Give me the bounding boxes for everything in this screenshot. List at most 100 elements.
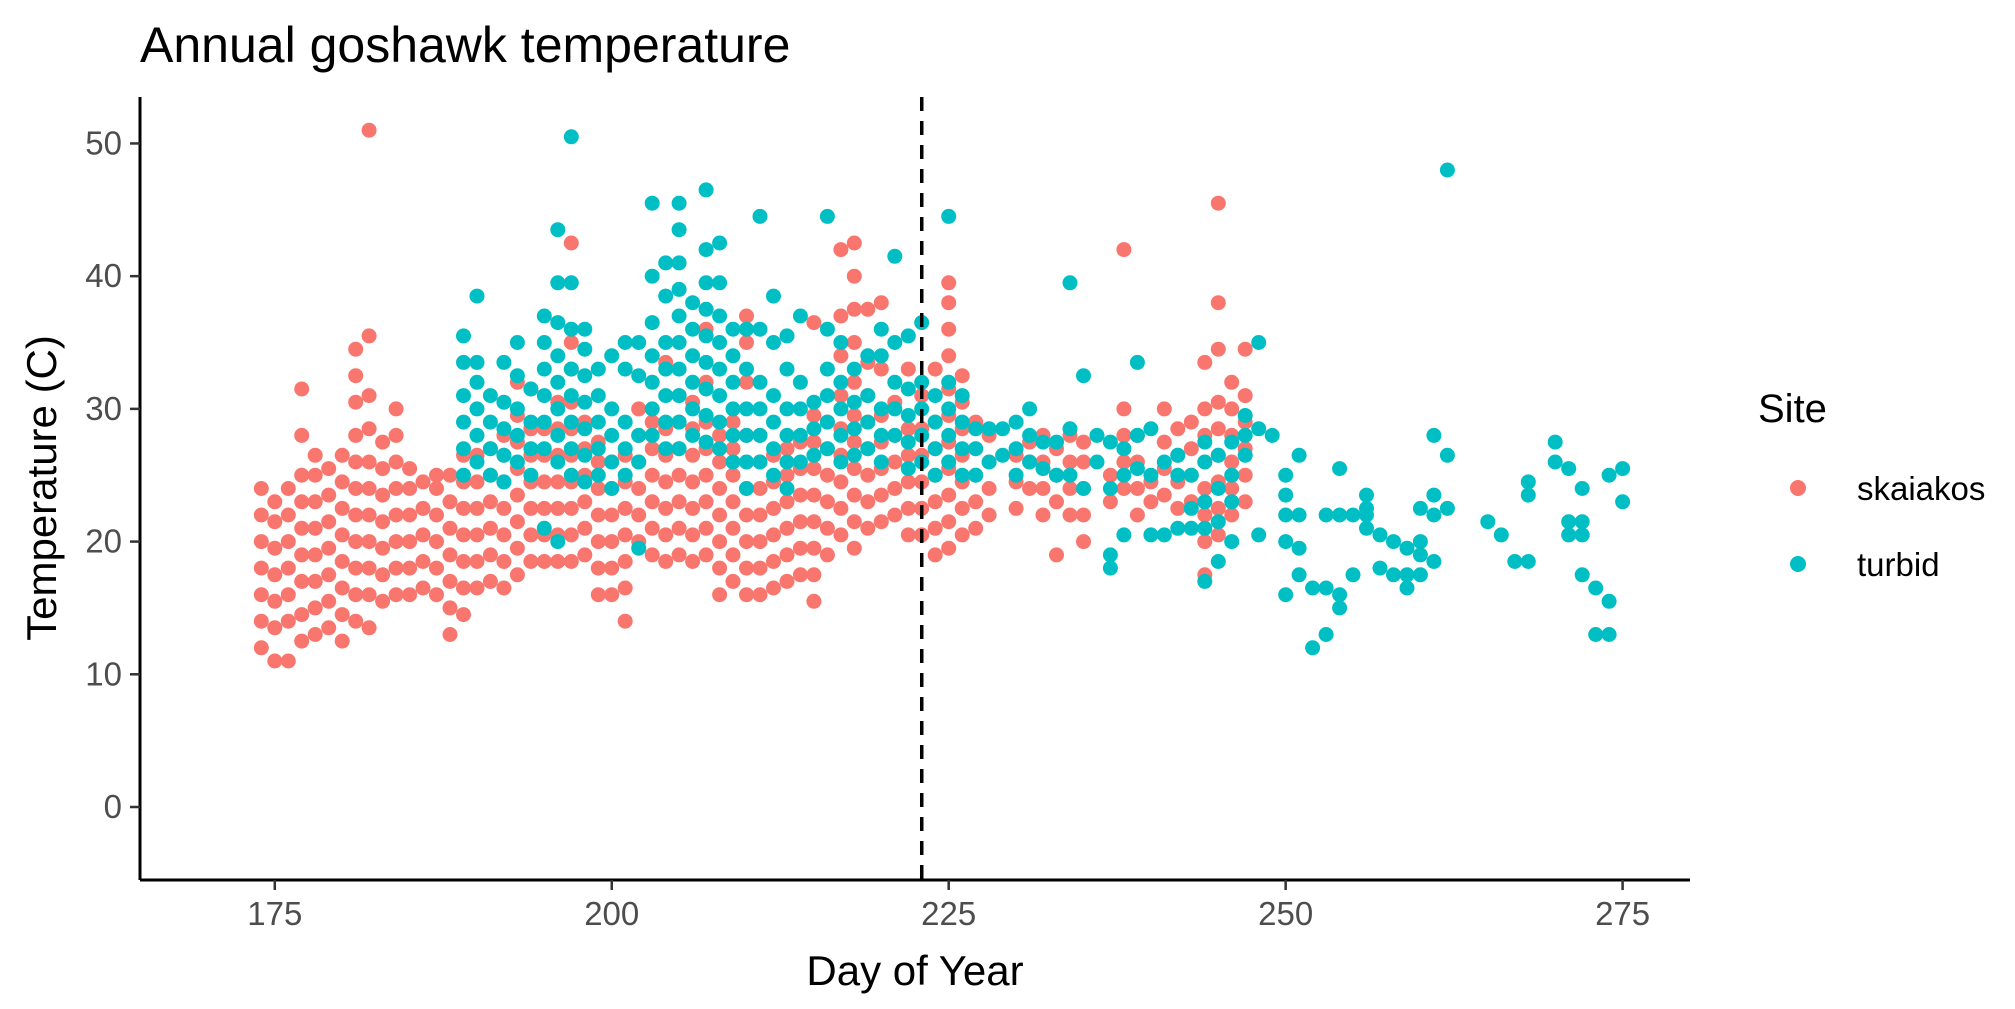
x-axis-ticks: 175 200 225 250 275: [247, 880, 1650, 932]
data-point: [361, 421, 377, 437]
data-point: [631, 427, 647, 443]
data-point: [1547, 454, 1563, 470]
data-point: [523, 500, 539, 516]
data-point: [509, 401, 525, 417]
data-point: [321, 487, 337, 503]
data-point: [671, 414, 687, 430]
data-point: [1412, 534, 1428, 550]
data-point: [1278, 487, 1294, 503]
data-point: [1062, 507, 1078, 523]
data-point: [779, 520, 795, 536]
data-point: [280, 507, 296, 523]
data-point: [415, 580, 431, 596]
data-point: [536, 554, 552, 569]
data-point: [671, 547, 687, 563]
data-point: [792, 487, 808, 503]
data-point: [712, 308, 728, 324]
data-point: [631, 335, 647, 350]
data-point: [456, 388, 471, 404]
data-point: [469, 288, 485, 304]
data-point: [725, 427, 741, 443]
data-point: [860, 467, 876, 483]
data-point: [671, 361, 687, 377]
data-point: [509, 454, 525, 470]
data-point: [752, 587, 768, 603]
data-point: [334, 500, 350, 516]
data-point: [563, 235, 579, 251]
data-point: [469, 354, 485, 370]
data-point: [900, 474, 916, 490]
data-point: [1520, 474, 1536, 490]
data-point: [698, 467, 714, 483]
data-point: [1224, 494, 1240, 510]
data-point: [1102, 481, 1118, 496]
data-point: [766, 467, 781, 483]
data-point: [307, 600, 323, 616]
data-point: [1049, 494, 1064, 510]
data-point: [698, 354, 714, 370]
data-point: [779, 481, 795, 496]
data-point: [1291, 447, 1307, 463]
data-point: [887, 507, 903, 523]
data-point: [739, 374, 754, 390]
data-point: [779, 361, 795, 377]
data-point: [1278, 587, 1294, 603]
data-point: [253, 507, 269, 523]
data-point: [968, 520, 984, 536]
data-point: [1588, 627, 1604, 642]
data-point: [819, 467, 835, 483]
data-point: [644, 315, 660, 331]
data-point: [1493, 527, 1509, 543]
data-point: [294, 427, 310, 443]
data-point: [658, 255, 674, 271]
data-point: [792, 374, 808, 390]
data-point: [1264, 427, 1280, 443]
data-point: [1574, 514, 1590, 530]
data-point: [954, 441, 970, 457]
data-point: [375, 540, 391, 556]
data-point: [685, 295, 701, 311]
data-point: [833, 527, 849, 543]
legend-item-turbid: turbid: [1790, 546, 1940, 583]
data-point: [1076, 534, 1091, 550]
data-point: [995, 447, 1011, 463]
data-point: [887, 481, 903, 496]
data-point: [968, 467, 984, 483]
data-point: [604, 507, 620, 523]
data-point: [1345, 567, 1361, 583]
data-point: [348, 534, 364, 550]
data-point: [671, 494, 687, 510]
data-point: [415, 500, 431, 516]
data-point: [280, 613, 296, 629]
data-point: [482, 547, 498, 563]
data-point: [1143, 494, 1159, 510]
data-point: [294, 547, 310, 563]
data-point: [927, 388, 943, 404]
data-point: [941, 454, 957, 470]
data-point: [712, 361, 728, 377]
data-point: [860, 441, 876, 457]
data-point: [900, 361, 916, 377]
data-point: [334, 447, 350, 463]
data-point: [860, 348, 876, 364]
data-point: [590, 560, 606, 576]
data-point: [752, 507, 768, 523]
data-point: [388, 481, 404, 496]
data-point: [442, 520, 458, 536]
data-point: [334, 607, 350, 623]
data-point: [644, 441, 660, 457]
data-point: [1318, 507, 1334, 523]
data-point: [1197, 481, 1213, 496]
data-point: [550, 500, 566, 516]
data-point: [482, 388, 498, 404]
legend-label: skaiakos: [1857, 470, 1985, 507]
data-point: [1102, 434, 1118, 450]
data-point: [617, 361, 633, 377]
data-point: [348, 587, 364, 603]
data-point: [469, 454, 485, 470]
data-point: [846, 394, 862, 410]
data-point: [846, 514, 862, 530]
data-point: [954, 368, 970, 384]
data-point: [550, 315, 566, 331]
data-point: [1359, 520, 1374, 536]
